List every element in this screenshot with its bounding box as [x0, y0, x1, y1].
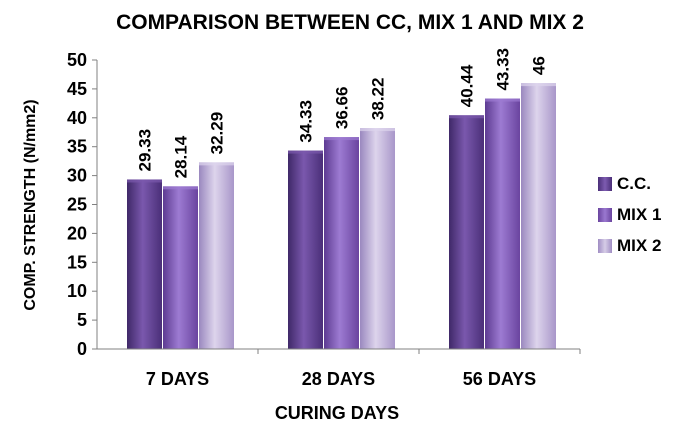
- bar-cap-c-c-7-days: [127, 179, 162, 183]
- bar-cap-c-c-28-days: [288, 150, 323, 154]
- legend-label-mix2: MIX 2: [617, 235, 662, 255]
- bar-mix-2-56-days: [521, 83, 556, 350]
- y-tick-label-25: 25: [67, 195, 87, 215]
- y-axis-label: COMP. STRENGTH (N/mm2): [22, 99, 39, 310]
- legend-label-mix1: MIX 1: [617, 204, 662, 224]
- bar-mix-1-56-days: [485, 98, 520, 349]
- y-tick-label-0: 0: [77, 339, 87, 359]
- bar-cap-c-c-56-days: [449, 115, 484, 119]
- chart-title: COMPARISON BETWEEN CC, MIX 1 AND MIX 2: [116, 11, 584, 34]
- legend-swatch-mix2: [598, 238, 612, 253]
- bar-cap-mix-2-7-days: [199, 162, 234, 166]
- x-tick-label-56-days: 56 DAYS: [463, 369, 536, 389]
- bar-c-c-28-days: [288, 150, 323, 349]
- y-tick-label-35: 35: [67, 137, 87, 157]
- y-tick-label-30: 30: [67, 166, 87, 186]
- bar-cap-mix-2-56-days: [521, 83, 556, 87]
- y-tick-label-20: 20: [67, 223, 87, 243]
- data-label-mix-2-56-days: 46: [530, 56, 549, 75]
- data-label-mix-2-7-days: 32.29: [208, 112, 227, 155]
- data-label-mix-2-28-days: 38.22: [369, 78, 388, 121]
- bar-group: [127, 83, 556, 350]
- bar-mix-1-28-days: [324, 137, 359, 349]
- y-tick-label-15: 15: [67, 252, 87, 272]
- bar-c-c-56-days: [449, 115, 484, 349]
- y-axis-ticks: 0 5 10 15 20 25 30 35 40 45 50: [67, 50, 97, 359]
- x-axis-label: CURING DAYS: [275, 403, 399, 423]
- legend-item-cc: C.C.: [598, 168, 674, 199]
- bar-cap-mix-1-28-days: [324, 137, 359, 141]
- bar-mix-2-7-days: [199, 162, 234, 349]
- legend-label-cc: C.C.: [617, 173, 651, 193]
- data-labels: 29.33 28.14 32.29 34.33 36.66 38.22 40.44 43.33…: [136, 48, 549, 178]
- x-tick-label-28-days: 28 DAYS: [302, 369, 375, 389]
- legend-item-mix1: MIX 1: [598, 199, 674, 230]
- x-tick-label-7-days: 7 DAYS: [146, 369, 209, 389]
- bar-mix-2-28-days: [360, 128, 395, 349]
- y-tick-label-45: 45: [67, 79, 87, 99]
- data-label-c-c-56-days: 40.44: [458, 64, 477, 107]
- legend-swatch-mix1: [598, 207, 612, 222]
- legend-swatch-cc: [598, 176, 612, 191]
- legend: C.C. MIX 1 MIX 2: [598, 168, 674, 261]
- x-axis-ticks: 7 DAYS 28 DAYS 56 DAYS: [146, 349, 581, 389]
- y-tick-label-10: 10: [67, 281, 87, 301]
- data-label-mix-1-56-days: 43.33: [494, 48, 513, 91]
- bar-cap-mix-1-56-days: [485, 98, 520, 102]
- data-label-mix-1-7-days: 28.14: [172, 135, 191, 178]
- y-tick-label-50: 50: [67, 50, 87, 70]
- data-label-c-c-28-days: 34.33: [297, 100, 316, 143]
- bar-c-c-7-days: [127, 179, 162, 349]
- data-label-c-c-7-days: 29.33: [136, 129, 155, 172]
- y-tick-label-5: 5: [77, 310, 87, 330]
- data-label-mix-1-28-days: 36.66: [333, 87, 352, 130]
- y-tick-label-40: 40: [67, 108, 87, 128]
- bar-cap-mix-1-7-days: [163, 186, 198, 190]
- legend-item-mix2: MIX 2: [598, 230, 674, 261]
- bar-cap-mix-2-28-days: [360, 128, 395, 132]
- bar-mix-1-7-days: [163, 186, 198, 349]
